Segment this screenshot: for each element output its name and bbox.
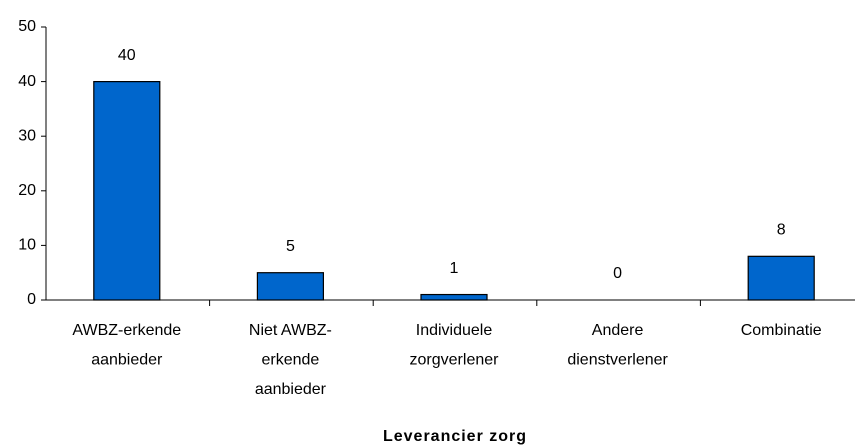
x-tick-label: Combinatie: [741, 322, 822, 339]
y-tick-label: 20: [18, 182, 36, 199]
bar: [93, 80, 161, 301]
x-axis-title: Leverancier zorg: [383, 428, 527, 445]
value-label: 8: [777, 222, 786, 239]
x-tick-label: AWBZ-erkende aanbieder: [72, 322, 181, 369]
x-tick-label: Individuele zorgverlener: [410, 322, 500, 369]
value-label: 40: [118, 47, 136, 64]
y-tick-label: 0: [27, 291, 36, 308]
x-tick-label: Niet AWBZ-erkende aanbieder: [249, 322, 332, 398]
bar: [256, 272, 324, 301]
value-label: 5: [286, 238, 295, 255]
y-tick-label: 10: [18, 237, 36, 254]
y-tick-label: 50: [18, 18, 36, 35]
value-label: 0: [613, 265, 622, 282]
y-tick-label: 40: [18, 73, 36, 90]
y-tick-label: 30: [18, 127, 36, 144]
bar: [747, 255, 815, 301]
value-label: 1: [450, 260, 459, 277]
bar: [420, 293, 488, 301]
x-tick-label: Andere dienstverlener: [567, 322, 668, 369]
